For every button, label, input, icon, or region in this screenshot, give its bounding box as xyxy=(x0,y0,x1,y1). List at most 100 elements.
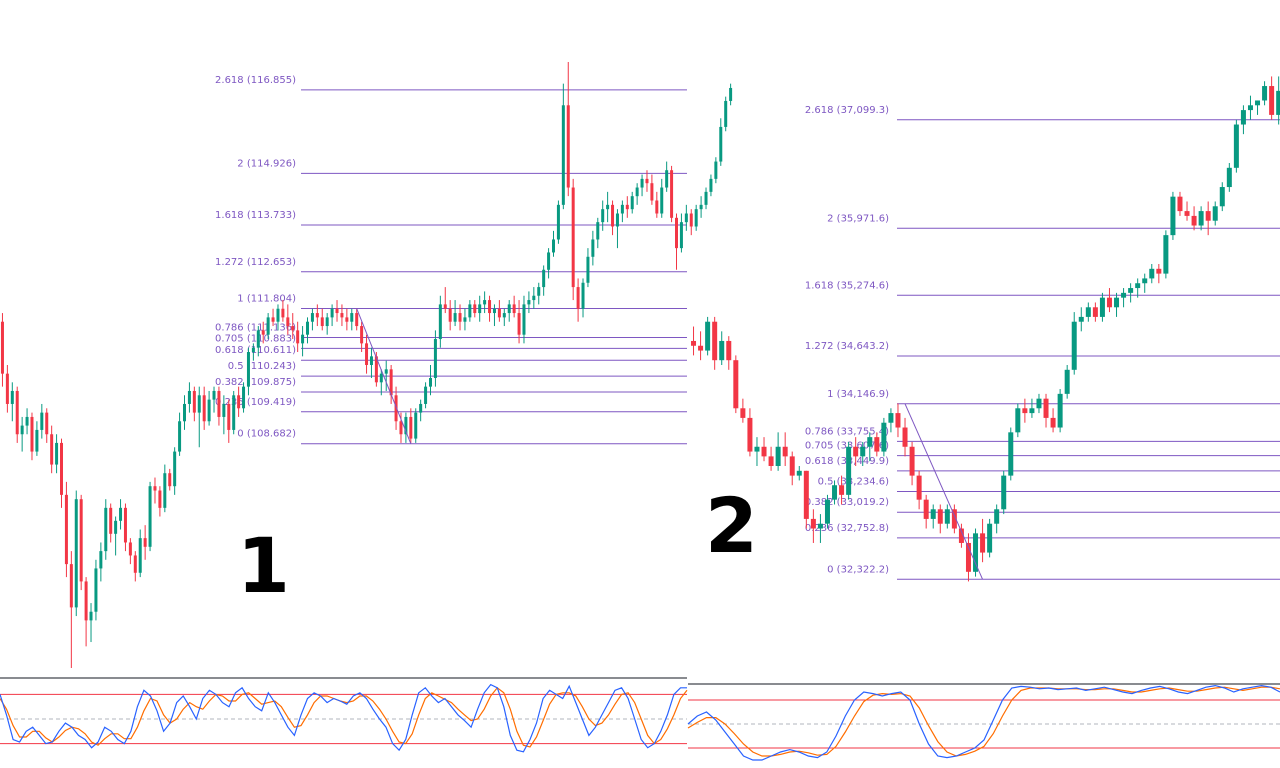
candle xyxy=(488,295,492,322)
candle-body xyxy=(973,533,979,572)
candle-body xyxy=(712,321,718,361)
candle xyxy=(1128,283,1134,303)
candle xyxy=(109,503,113,543)
candle-body xyxy=(527,300,531,305)
candle xyxy=(114,516,118,556)
candle xyxy=(980,518,986,563)
candle xyxy=(197,386,201,448)
candle-body xyxy=(542,269,546,288)
candle xyxy=(1276,76,1280,125)
candle xyxy=(227,399,231,443)
candle-body xyxy=(286,317,290,327)
candle xyxy=(965,533,971,582)
candle xyxy=(25,408,29,435)
candle-body xyxy=(719,126,723,162)
candle xyxy=(242,382,246,413)
candle xyxy=(782,432,788,466)
candle xyxy=(261,321,265,344)
candle-body xyxy=(698,345,704,351)
candle-body xyxy=(1092,307,1098,317)
candle-body xyxy=(761,446,767,457)
candle xyxy=(433,330,437,387)
candle-body xyxy=(591,239,595,257)
candle-body xyxy=(463,317,467,322)
candle-body xyxy=(980,533,986,553)
candle-body xyxy=(414,412,418,439)
candle-body xyxy=(611,204,615,227)
candle xyxy=(414,408,418,443)
stoch-k-line xyxy=(0,683,687,753)
candle-body xyxy=(109,507,113,534)
candle-body xyxy=(30,416,34,452)
candle xyxy=(1191,206,1197,231)
candle-body xyxy=(458,313,462,322)
candle xyxy=(923,494,929,529)
fib-level-label: 0.382 (109.875) xyxy=(215,377,296,388)
fib-level-label: 2.618 (37,099.3) xyxy=(805,105,889,116)
candle xyxy=(566,62,570,197)
candle xyxy=(1064,365,1070,399)
candle xyxy=(173,447,177,495)
candle xyxy=(694,204,698,231)
fib-level-label: 0.705 (110.883) xyxy=(215,333,296,344)
candle-body xyxy=(630,196,634,210)
candle xyxy=(615,209,619,249)
candle xyxy=(507,300,511,322)
stoch-d-line xyxy=(0,686,688,748)
candle xyxy=(217,386,221,426)
candle-body xyxy=(987,523,993,553)
candle-body xyxy=(345,317,349,322)
candle-body xyxy=(832,485,838,500)
fib-level-label: 0 (32,322.2) xyxy=(827,564,889,575)
candle xyxy=(281,300,285,322)
candle-body xyxy=(119,507,123,521)
candle xyxy=(1156,264,1162,284)
candle xyxy=(306,317,309,344)
candle xyxy=(522,295,526,344)
candle-body xyxy=(168,473,172,487)
candle xyxy=(315,304,319,327)
candle xyxy=(1036,393,1042,414)
candle xyxy=(930,504,936,529)
candle-body xyxy=(1114,297,1120,308)
candle-body xyxy=(1106,297,1112,308)
candle-body xyxy=(128,542,132,556)
candle-body xyxy=(330,308,334,318)
candle-body xyxy=(789,456,795,476)
candle xyxy=(1163,230,1169,279)
fib-level-label: 2.618 (116.855) xyxy=(215,75,296,86)
candle-body xyxy=(665,170,669,188)
candle xyxy=(719,118,723,166)
candle-body xyxy=(909,446,915,476)
candle xyxy=(1106,288,1112,313)
candle-body xyxy=(547,252,551,270)
candle xyxy=(379,369,383,396)
candle xyxy=(40,403,44,439)
candle xyxy=(291,313,295,340)
candle xyxy=(183,395,186,430)
candle-body xyxy=(561,105,565,205)
candle xyxy=(596,217,600,249)
candle-body xyxy=(1029,408,1035,414)
candle-body xyxy=(576,287,580,309)
candle xyxy=(15,386,19,443)
candle-body xyxy=(1015,408,1021,433)
candle-body xyxy=(443,304,447,309)
candle-body xyxy=(810,518,816,529)
candle xyxy=(1233,119,1239,173)
fib-level-label: 0 (108.682) xyxy=(237,429,296,440)
candle-body xyxy=(660,187,664,214)
candle-body xyxy=(615,213,619,227)
candle-body xyxy=(74,499,78,608)
candle-body xyxy=(729,87,733,101)
candle xyxy=(709,174,713,197)
candle-body xyxy=(178,421,182,452)
candle xyxy=(1205,201,1211,236)
candle xyxy=(10,382,14,422)
fib-level-label: 0.786 (33,755.4) xyxy=(805,426,889,437)
candle xyxy=(394,386,398,430)
candle-body xyxy=(350,313,354,322)
candle xyxy=(581,278,585,318)
candle-body xyxy=(724,100,728,127)
candle-body xyxy=(1226,167,1232,188)
